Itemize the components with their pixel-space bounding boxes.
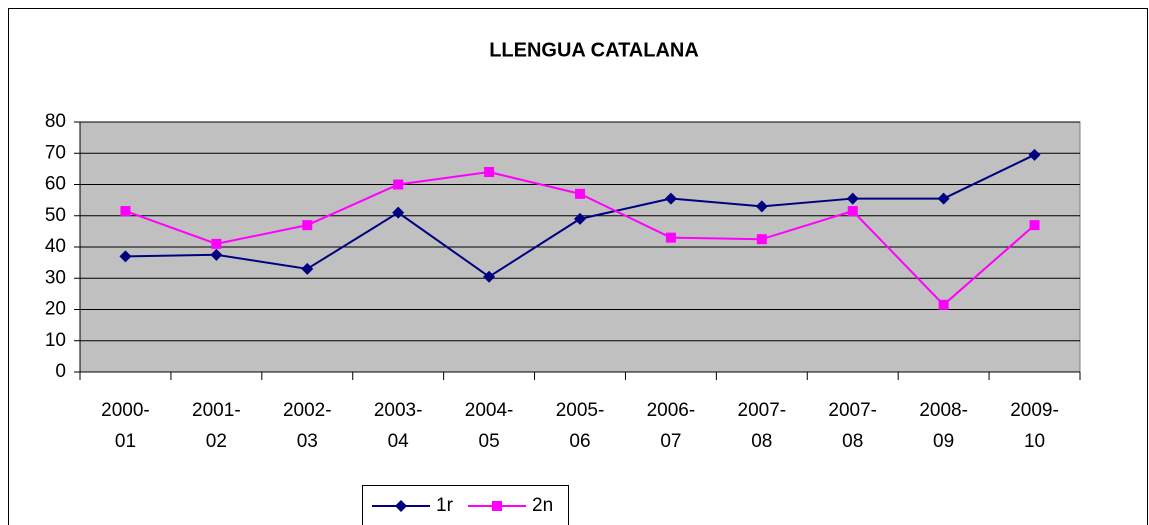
marker xyxy=(665,232,676,243)
marker xyxy=(1029,220,1040,231)
x-tick-label: 2008-09 xyxy=(919,400,968,452)
marker xyxy=(938,299,949,310)
x-tick-label: 2007-08 xyxy=(828,400,878,452)
x-tick-label: 2002-03 xyxy=(282,400,332,452)
marker xyxy=(210,248,223,261)
marker xyxy=(120,206,131,217)
marker xyxy=(392,206,405,219)
x-tick-label: 2007-08 xyxy=(737,400,787,452)
y-tick-label: 50 xyxy=(45,205,66,226)
marker xyxy=(301,262,314,275)
y-tick-label: 10 xyxy=(45,330,66,351)
x-tick-label: 2003-04 xyxy=(373,400,423,452)
marker xyxy=(302,220,313,231)
legend-label: 2n xyxy=(532,495,553,516)
y-tick-label: 70 xyxy=(45,142,66,163)
x-tick-label: 2006-07 xyxy=(646,400,696,452)
legend-label: 1r xyxy=(436,495,454,516)
marker xyxy=(847,206,858,217)
marker xyxy=(393,179,404,190)
marker xyxy=(846,192,859,205)
chart-border xyxy=(8,8,1148,525)
chart-title: LLENGUA CATALANA xyxy=(489,39,699,61)
y-tick-label: 40 xyxy=(45,236,66,257)
x-tick-label: 2004-05 xyxy=(464,400,514,452)
x-tick-label: 2009-10 xyxy=(1010,400,1059,452)
x-tick-label: 2000-01 xyxy=(101,400,150,452)
marker xyxy=(1028,148,1041,161)
marker xyxy=(119,250,132,263)
marker xyxy=(395,500,407,512)
y-tick-label: 0 xyxy=(55,361,66,382)
marker xyxy=(755,200,768,213)
y-tick-label: 30 xyxy=(45,267,66,288)
marker xyxy=(664,192,677,205)
x-tick-label: 2001-02 xyxy=(192,400,241,452)
marker xyxy=(484,167,495,177)
marker xyxy=(211,238,222,249)
marker xyxy=(574,212,586,225)
marker xyxy=(575,188,585,199)
y-tick-label: 60 xyxy=(45,174,66,195)
marker xyxy=(756,234,767,245)
marker xyxy=(492,501,502,511)
marker xyxy=(483,270,496,283)
x-tick-label: 2005-06 xyxy=(555,400,605,452)
y-tick-label: 20 xyxy=(45,299,66,320)
y-tick-label: 80 xyxy=(45,111,66,132)
marker xyxy=(937,192,950,205)
